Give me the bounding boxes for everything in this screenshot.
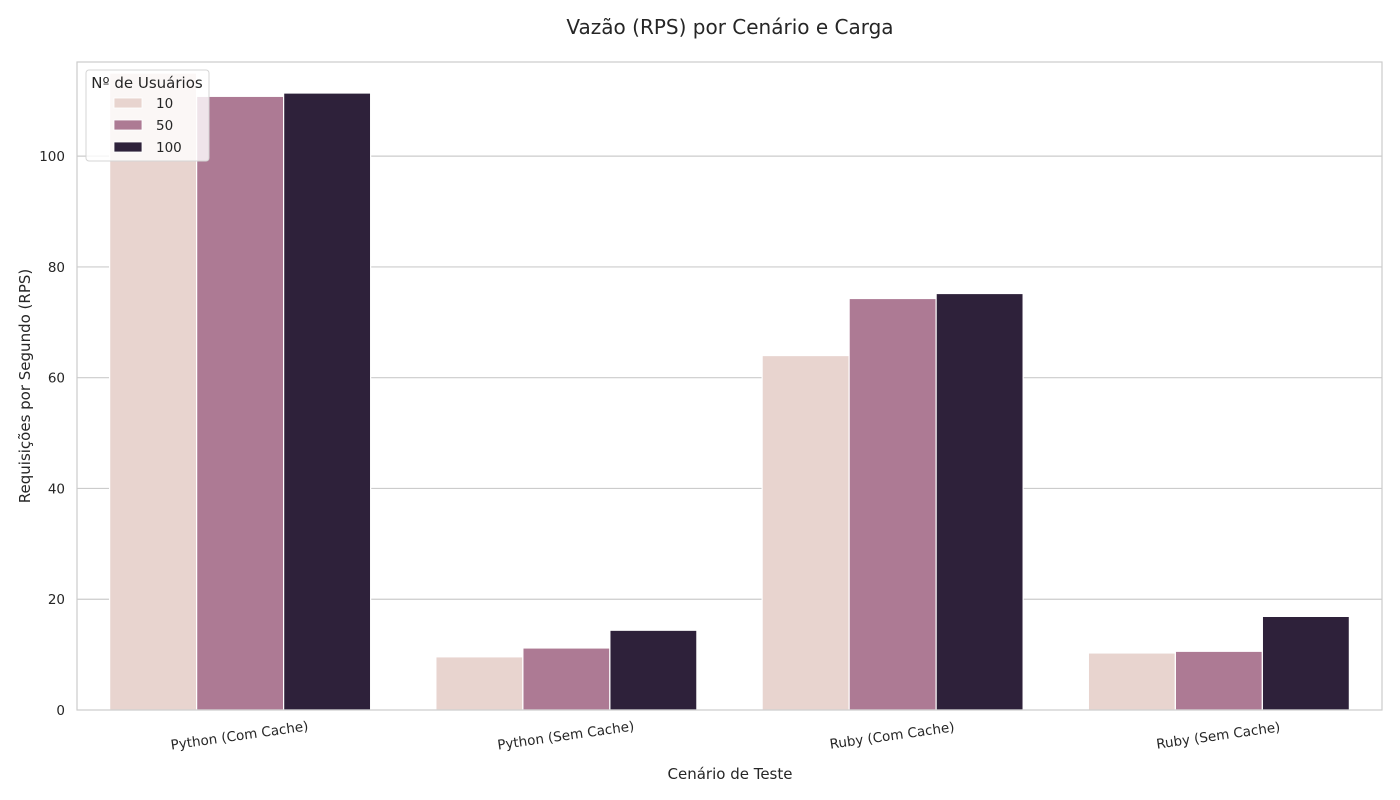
legend: Nº de Usuários 10 50 100	[85, 69, 210, 162]
y-tick-labels: 0 20 40 60 80 100	[39, 149, 65, 719]
bar-1-0	[435, 656, 524, 711]
bar-1-2	[609, 629, 698, 711]
x-axis-label: Cenário de Teste	[668, 765, 793, 783]
legend-label: 50	[156, 118, 173, 134]
y-tick-label: 0	[56, 703, 65, 719]
bar-3-2	[1261, 615, 1350, 711]
bar-2-2	[935, 292, 1024, 711]
y-tick-label: 80	[48, 260, 65, 276]
bar-3-0	[1087, 652, 1176, 711]
legend-label: 10	[156, 96, 173, 112]
legend-swatch	[113, 119, 143, 131]
bar-2-0	[761, 354, 850, 711]
legend-title: Nº de Usuários	[91, 74, 203, 92]
bars	[109, 72, 1350, 711]
bar-3-1	[1174, 650, 1263, 711]
plot-frame	[76, 61, 1383, 711]
y-axis-label: Requisições por Segundo (RPS)	[16, 269, 34, 503]
legend-swatch	[113, 141, 143, 153]
bar-2-1	[848, 297, 937, 711]
y-tick-label: 40	[48, 481, 65, 497]
y-tick-label: 100	[39, 149, 65, 165]
bar-0-0	[109, 72, 198, 711]
legend-label: 100	[156, 140, 182, 156]
legend-box	[85, 69, 210, 162]
legend-swatch	[113, 97, 143, 109]
chart-title: Vazão (RPS) por Cenário e Carga	[566, 15, 893, 39]
bar-0-2	[283, 92, 372, 711]
y-tick-label: 60	[48, 371, 65, 387]
legend-items: 10 50 100	[113, 96, 182, 156]
bar-1-1	[522, 647, 611, 711]
y-tick-label: 20	[48, 592, 65, 608]
bar-0-1	[196, 95, 285, 711]
